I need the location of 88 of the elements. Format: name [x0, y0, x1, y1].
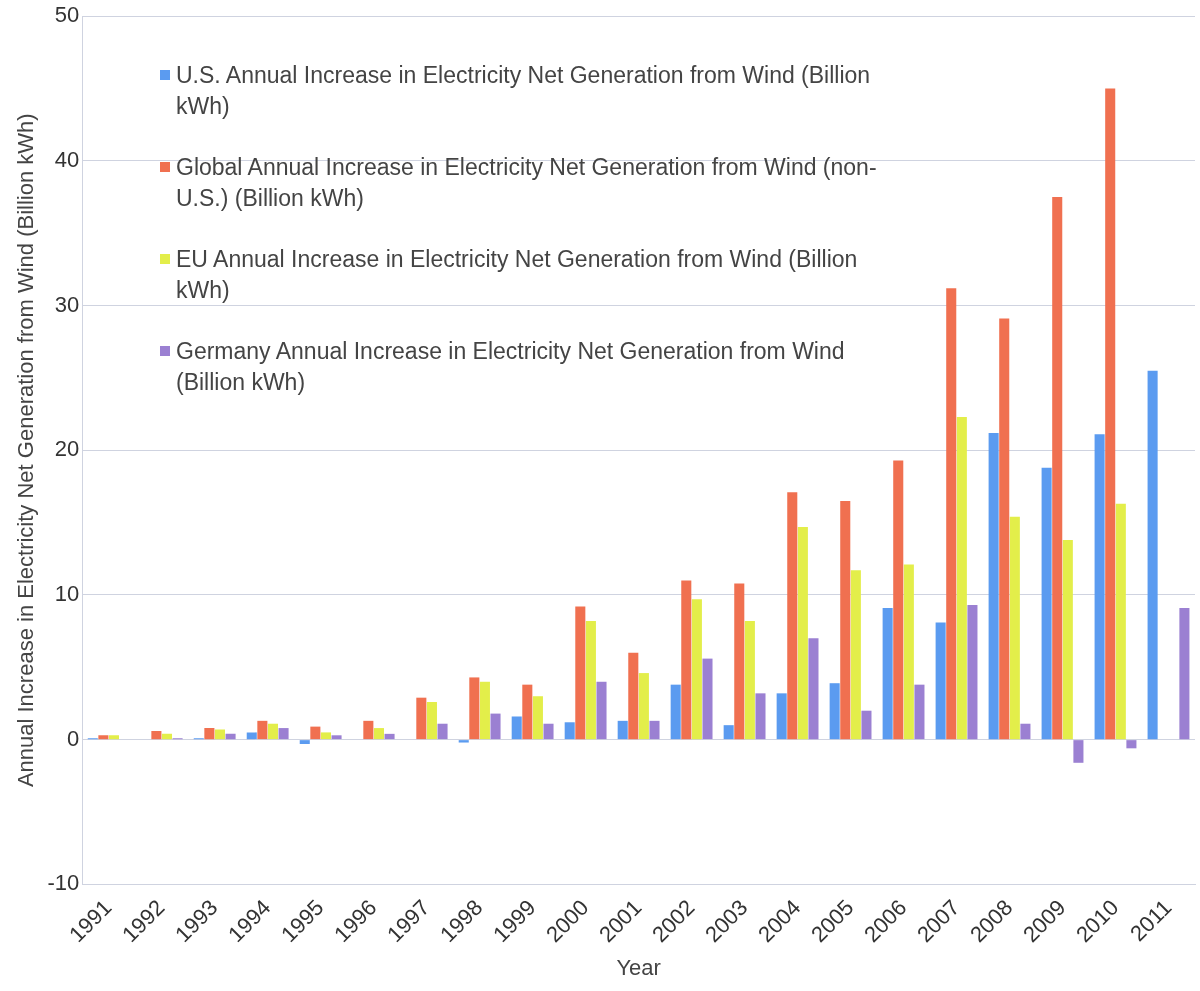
bar [1179, 607, 1190, 740]
bar [988, 432, 999, 740]
bar [310, 726, 321, 740]
bar [702, 658, 713, 740]
bar [840, 500, 851, 740]
bar [914, 684, 925, 740]
bar [787, 492, 798, 740]
bar [893, 460, 904, 740]
bar [670, 684, 681, 740]
bar [776, 693, 787, 740]
bar [246, 732, 257, 740]
bar [278, 728, 289, 740]
bar [522, 684, 533, 740]
bar [649, 720, 660, 740]
bar [437, 723, 448, 740]
bar [299, 740, 310, 744]
bar [1020, 723, 1031, 740]
bar [744, 620, 755, 740]
y-tick-label: 20 [54, 436, 80, 462]
bar [967, 605, 978, 740]
bar [638, 673, 649, 740]
bar [426, 702, 437, 740]
bar [458, 740, 469, 743]
bar [416, 697, 427, 740]
y-tick-label: 40 [54, 146, 80, 172]
bar [850, 570, 861, 740]
bar [1147, 370, 1158, 740]
legend-label: Germany Annual Increase in Electricity Net Generation from Wind (Billion kWh) [176, 337, 846, 397]
bar [257, 720, 268, 740]
bar [585, 620, 596, 740]
bar [596, 681, 607, 740]
bar [935, 622, 946, 740]
bar [331, 735, 342, 740]
bar [543, 723, 554, 740]
bar [691, 599, 702, 740]
bar [903, 564, 914, 740]
y-tick-label: -10 [47, 870, 80, 896]
y-tick-label: 30 [54, 291, 80, 317]
bar [384, 733, 395, 740]
bar [617, 720, 628, 740]
bar [320, 732, 331, 740]
bar [373, 728, 384, 740]
bar [225, 733, 236, 740]
bar [161, 733, 173, 740]
legend-label: U.S. Annual Increase in Electricity Net Generation from Wind (Billion kWh) [176, 61, 872, 121]
bar [1062, 539, 1073, 740]
bar [490, 713, 501, 740]
bar [532, 696, 543, 740]
bar [1115, 503, 1126, 740]
bar [829, 683, 840, 740]
bar [151, 730, 162, 740]
bar [808, 638, 819, 740]
bar [564, 722, 575, 740]
bar [1052, 197, 1063, 740]
bar [681, 580, 692, 740]
bar [755, 693, 766, 740]
bar [1105, 88, 1116, 740]
y-tick-label: 50 [54, 2, 80, 28]
bar [469, 677, 480, 740]
bar [214, 729, 226, 740]
bar [734, 583, 745, 740]
bar [1094, 434, 1105, 740]
y-axis-title: Annual Increase in Electricity Net Generation from Wind (Billion kWh) [13, 113, 39, 788]
bar [861, 710, 872, 740]
bar [946, 288, 957, 740]
y-tick-label: 0 [66, 725, 80, 751]
bar [882, 607, 893, 740]
bar [98, 735, 109, 740]
bar [999, 318, 1010, 740]
bar [723, 725, 734, 740]
bar [1126, 740, 1137, 749]
bar [479, 681, 490, 740]
bar [108, 735, 120, 740]
bar [956, 416, 967, 740]
bar [797, 526, 808, 740]
bar [363, 720, 374, 740]
bar [628, 652, 639, 740]
x-axis-title: Year [616, 954, 661, 980]
legend-label: Global Annual Increase in Electricity Net Generation from Wind (non-U.S.) (Billion kWh) [176, 153, 878, 213]
legend-label: EU Annual Increase in Electricity Net Generation from Wind (Billion kWh) [176, 245, 859, 305]
y-tick-label: 10 [54, 581, 80, 607]
bar [1073, 740, 1084, 763]
bar [204, 728, 215, 740]
bar [575, 606, 586, 740]
bar [1041, 467, 1052, 740]
bar [511, 716, 522, 740]
bar [1009, 516, 1020, 740]
bar [267, 723, 278, 740]
